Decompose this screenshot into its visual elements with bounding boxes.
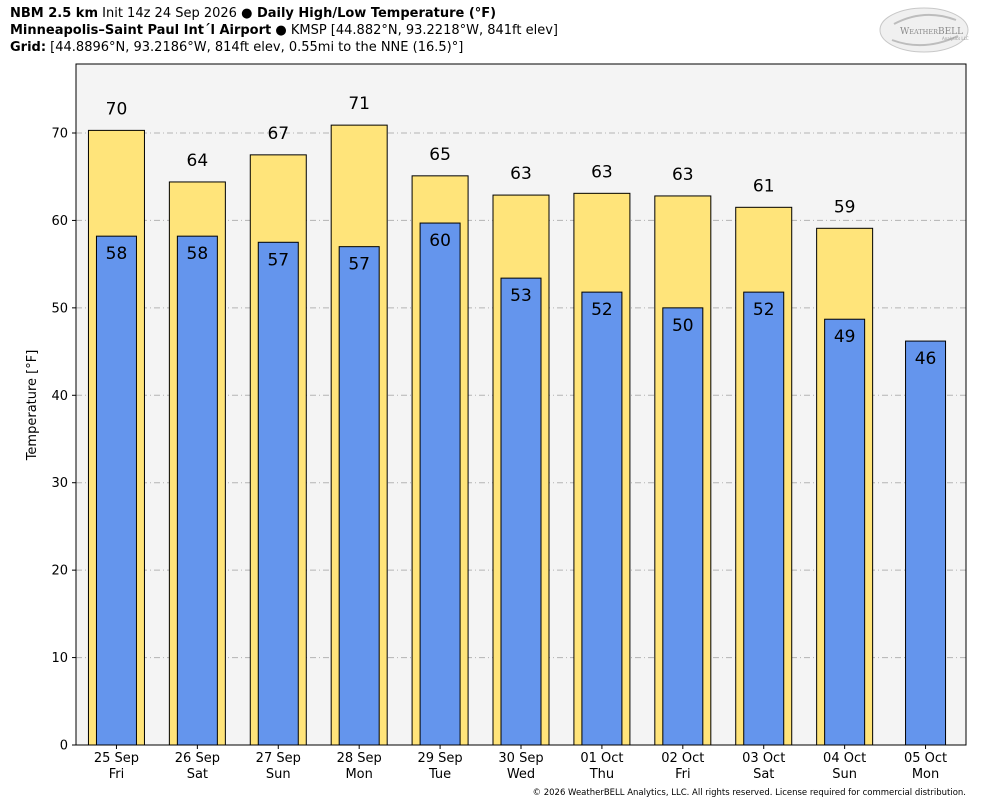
low-temp-bar — [95, 235, 137, 746]
high-temp-label: 64 — [187, 151, 209, 171]
y-tick-label: 50 — [51, 301, 68, 316]
high-temp-label: 70 — [106, 99, 128, 119]
low-temp-label: 60 — [429, 231, 451, 251]
y-tick-label: 10 — [51, 651, 68, 666]
x-tick-day: Wed — [507, 767, 535, 782]
x-tick-date: 25 Sep — [94, 751, 139, 766]
logo-subtext: Analytics LLC — [942, 36, 969, 41]
low-temp-label: 52 — [591, 300, 613, 320]
x-tick-date: 03 Oct — [742, 751, 785, 766]
x-tick-date: 26 Sep — [175, 751, 220, 766]
x-tick-day: Mon — [345, 767, 372, 782]
station-info: ● KMSP [44.882°N, 93.2218°W, 841ft elev] — [271, 23, 558, 38]
low-temp-label: 50 — [672, 316, 694, 336]
high-temp-label: 63 — [510, 164, 532, 184]
x-tick-day: Thu — [589, 767, 614, 782]
y-axis-label: Temperature [°F] — [25, 350, 40, 462]
station-name: Minneapolis–Saint Paul Int´l Airport — [10, 23, 272, 38]
low-temp-label: 58 — [106, 244, 128, 264]
low-temp-label: 53 — [510, 286, 532, 306]
x-tick-date: 01 Oct — [580, 751, 623, 766]
grid-label: Grid: — [10, 40, 47, 55]
y-axis: 0 10 20 30 40 50 60 70 — [51, 127, 76, 754]
high-temp-label: 67 — [267, 124, 289, 144]
x-tick-date: 02 Oct — [661, 751, 704, 766]
header-line-1: NBM 2.5 km Init 14z 24 Sep 2026 ● Daily … — [10, 5, 558, 22]
low-temp-label: 57 — [348, 255, 370, 275]
low-temp-label: 46 — [915, 349, 937, 369]
y-tick-label: 0 — [60, 739, 68, 754]
low-temp-bar — [338, 246, 380, 746]
header-line-2: Minneapolis–Saint Paul Int´l Airport ● K… — [10, 22, 558, 39]
high-temp-label: 61 — [753, 176, 775, 196]
high-temp-label: 71 — [348, 94, 370, 114]
header-line-3: Grid: [44.8896°N, 93.2186°W, 814ft elev,… — [10, 39, 558, 56]
chart-header: NBM 2.5 km Init 14z 24 Sep 2026 ● Daily … — [10, 5, 558, 56]
x-tick-day: Sat — [187, 767, 208, 782]
low-temp-bar — [419, 222, 461, 746]
x-tick-date: 04 Oct — [823, 751, 866, 766]
x-tick-day: Fri — [675, 767, 691, 782]
high-temp-label: 63 — [672, 165, 694, 185]
x-tick-day: Tue — [428, 767, 451, 782]
x-tick-date: 29 Sep — [417, 751, 462, 766]
grid-info: [44.8896°N, 93.2186°W, 814ft elev, 0.55m… — [46, 40, 464, 55]
high-temp-label: 63 — [591, 162, 613, 182]
low-temp-label: 57 — [267, 250, 289, 270]
x-tick-date: 30 Sep — [498, 751, 543, 766]
copyright-notice: © 2026 WeatherBELL Analytics, LLC. All r… — [532, 788, 966, 798]
bullet-icon: ● — [241, 6, 253, 21]
low-temp-bar — [257, 241, 299, 746]
model-name: NBM 2.5 km — [10, 6, 98, 21]
y-tick-label: 40 — [51, 389, 68, 404]
low-temp-bar — [905, 340, 947, 746]
y-tick-label: 60 — [51, 214, 68, 229]
bar-value-labels: 70 58 64 58 67 57 71 57 65 60 63 53 63 52 63 50 61 52 59 49… — [106, 94, 937, 369]
x-tick-date: 05 Oct — [904, 751, 947, 766]
y-tick-label: 30 — [51, 476, 68, 491]
x-tick-day: Sun — [832, 767, 857, 782]
low-temp-label: 49 — [834, 327, 856, 347]
high-temp-label: 59 — [834, 197, 856, 217]
low-temp-bar — [500, 277, 542, 746]
x-tick-date: 27 Sep — [256, 751, 301, 766]
y-tick-label: 20 — [51, 564, 68, 579]
low-temp-bar — [176, 235, 218, 746]
low-temp-label: 58 — [187, 244, 209, 264]
low-temp-bar — [743, 291, 785, 746]
low-temp-bar — [581, 291, 623, 746]
logo-text: WEATHERBELL — [900, 27, 963, 37]
x-tick-day: Sun — [266, 767, 291, 782]
low-temp-label: 52 — [753, 300, 775, 320]
product-title: Daily High/Low Temperature (°F) — [252, 6, 497, 21]
y-tick-label: 70 — [51, 127, 68, 142]
x-tick-day: Mon — [912, 767, 939, 782]
low-temp-bar — [824, 318, 866, 746]
x-tick-day: Sat — [753, 767, 774, 782]
init-time: Init 14z 24 Sep 2026 — [98, 6, 242, 21]
weatherbell-logo: WEATHERBELL Analytics LLC — [879, 7, 969, 53]
x-tick-date: 28 Sep — [337, 751, 382, 766]
low-temp-bar — [662, 307, 704, 746]
high-temp-label: 65 — [429, 145, 451, 165]
x-tick-day: Fri — [109, 767, 125, 782]
